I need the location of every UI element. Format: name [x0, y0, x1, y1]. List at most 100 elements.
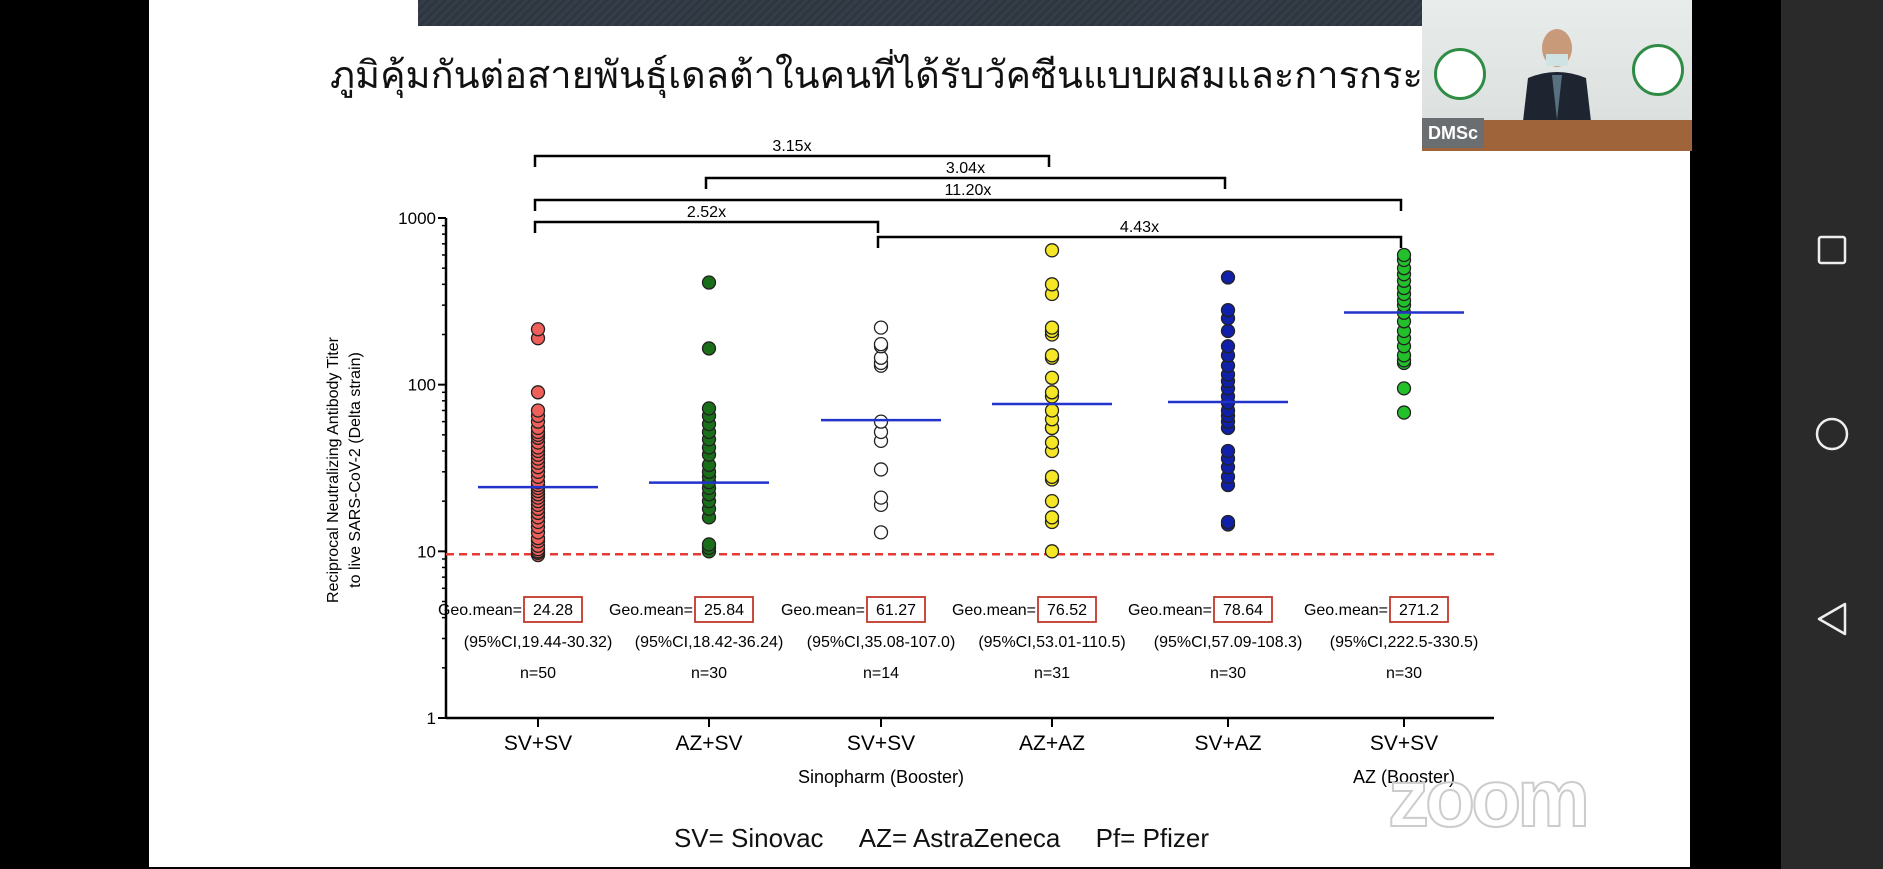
data-point — [701, 537, 717, 552]
y-axis-label: Reciprocal Neutralizing Antibody Titer to… — [325, 336, 364, 603]
data-point — [1044, 469, 1060, 484]
x-tick-label: SV+AZ — [1194, 732, 1261, 755]
group-label: AZ (Booster) — [1353, 767, 1455, 787]
data-point — [1044, 320, 1060, 335]
ci-label: (95%CI,222.5-330.5) — [1330, 634, 1479, 651]
data-point — [1220, 339, 1236, 354]
data-point — [1044, 370, 1060, 385]
ci-label: (95%CI,19.44-30.32) — [464, 634, 613, 651]
comparison-bracket — [533, 220, 880, 233]
data-point — [873, 462, 889, 477]
n-label: n=30 — [1210, 665, 1246, 682]
android-nav-bar — [1781, 0, 1883, 869]
data-point — [530, 403, 546, 418]
data-point — [873, 337, 889, 352]
ci-label: (95%CI,53.01-110.5) — [978, 634, 1125, 651]
data-point — [1044, 243, 1060, 258]
geo-mean-label: Geo.mean= — [781, 602, 865, 619]
n-label: n=31 — [1034, 665, 1070, 682]
geo-mean-value: 61.27 — [876, 602, 916, 619]
data-point — [1220, 443, 1236, 459]
data-point — [1044, 277, 1060, 292]
geo-mean-value: 271.2 — [1399, 602, 1439, 619]
legend-pfizer: Pf= Pfizer — [1095, 823, 1210, 853]
data-point — [873, 414, 889, 429]
recent-apps-icon[interactable] — [1815, 233, 1849, 267]
y-tick-label: 10 — [417, 542, 436, 561]
geo-mean-label: Geo.mean= — [1304, 602, 1388, 619]
data-point — [1044, 348, 1060, 363]
dmsc-logo-icon — [1632, 44, 1684, 96]
geo-mean-value: 25.84 — [704, 602, 744, 619]
geo-mean-value: 24.28 — [533, 602, 573, 619]
n-label: n=30 — [691, 665, 727, 682]
back-icon[interactable] — [1815, 602, 1849, 636]
data-point — [1396, 381, 1412, 396]
geo-mean-value: 76.52 — [1047, 602, 1087, 619]
data-point — [1396, 247, 1412, 263]
data-point — [1044, 435, 1060, 450]
geo-mean-label: Geo.mean= — [1128, 602, 1212, 619]
n-label: n=30 — [1386, 665, 1422, 682]
data-point — [1220, 514, 1236, 530]
group-label: Sinopharm (Booster) — [798, 767, 964, 787]
y-axis-label-line: Reciprocal Neutralizing Antibody Titer — [325, 336, 342, 603]
ci-label: (95%CI,18.42-36.24) — [635, 634, 784, 651]
data-point — [1044, 544, 1060, 559]
data-point — [873, 525, 889, 540]
data-point — [1396, 405, 1412, 420]
comparison-bracket — [704, 176, 1227, 189]
y-tick-label: 100 — [408, 376, 436, 395]
geo-mean-value: 78.64 — [1223, 602, 1263, 619]
fold-change-label: 11.20x — [945, 182, 992, 199]
geo-mean-label: Geo.mean= — [438, 602, 522, 619]
zoom-watermark: zoom — [1387, 752, 1591, 845]
geo-mean-box — [523, 596, 583, 623]
n-label: n=14 — [863, 665, 899, 682]
data-point — [1220, 270, 1236, 285]
data-point — [1044, 403, 1060, 418]
fold-change-label: 3.04x — [946, 160, 985, 177]
dmsc-logo-icon — [1434, 48, 1486, 100]
data-point — [873, 490, 889, 505]
data-point — [701, 341, 717, 356]
legend-sinovac: SV= Sinovac — [673, 823, 824, 853]
x-tick-label: SV+SV — [847, 732, 915, 755]
x-tick-label: AZ+SV — [675, 732, 742, 755]
comparison-bracket — [876, 235, 1403, 248]
slide-title: ภูมิคุ้มกันต่อสายพันธุ์เดลต้าในคนที่ได้ร… — [330, 53, 1420, 97]
fold-change-label: 4.43x — [1120, 219, 1159, 236]
comparison-bracket — [533, 198, 1403, 211]
ci-label: (95%CI,57.09-108.3) — [1154, 634, 1303, 651]
data-point — [1044, 510, 1060, 525]
n-label: n=50 — [520, 665, 556, 682]
data-point — [530, 385, 546, 400]
fold-change-label: 3.15x — [772, 138, 811, 155]
data-point — [1044, 385, 1060, 400]
data-point — [1220, 302, 1236, 318]
data-point — [701, 275, 717, 290]
slide-header-banner — [418, 0, 1422, 26]
x-tick-label: SV+SV — [1370, 732, 1438, 755]
data-point — [701, 401, 717, 416]
home-icon[interactable] — [1815, 417, 1849, 451]
comparison-bracket — [533, 154, 1051, 167]
geo-mean-box — [1037, 596, 1097, 623]
geo-mean-box — [1213, 596, 1273, 623]
geo-mean-box — [694, 596, 754, 623]
geo-mean-label: Geo.mean= — [609, 602, 693, 619]
geo-mean-box — [866, 596, 926, 623]
legend-astrazeneca: AZ= AstraZeneca — [858, 823, 1061, 853]
speaker-figure — [1522, 29, 1592, 130]
geo-mean-box — [1389, 596, 1449, 623]
ci-label: (95%CI,35.08-107.0) — [807, 634, 956, 651]
x-tick-label: AZ+AZ — [1019, 732, 1085, 755]
data-point — [1044, 494, 1060, 509]
data-point — [1220, 323, 1236, 339]
y-tick-label: 1000 — [398, 209, 436, 228]
y-axis-label-line: to live SARS-CoV-2 (Delta strain) — [347, 352, 364, 588]
x-tick-label: SV+SV — [504, 732, 572, 755]
speaker-video-thumbnail[interactable]: DMSc — [1422, 0, 1692, 151]
fold-change-label: 2.52x — [687, 204, 726, 221]
